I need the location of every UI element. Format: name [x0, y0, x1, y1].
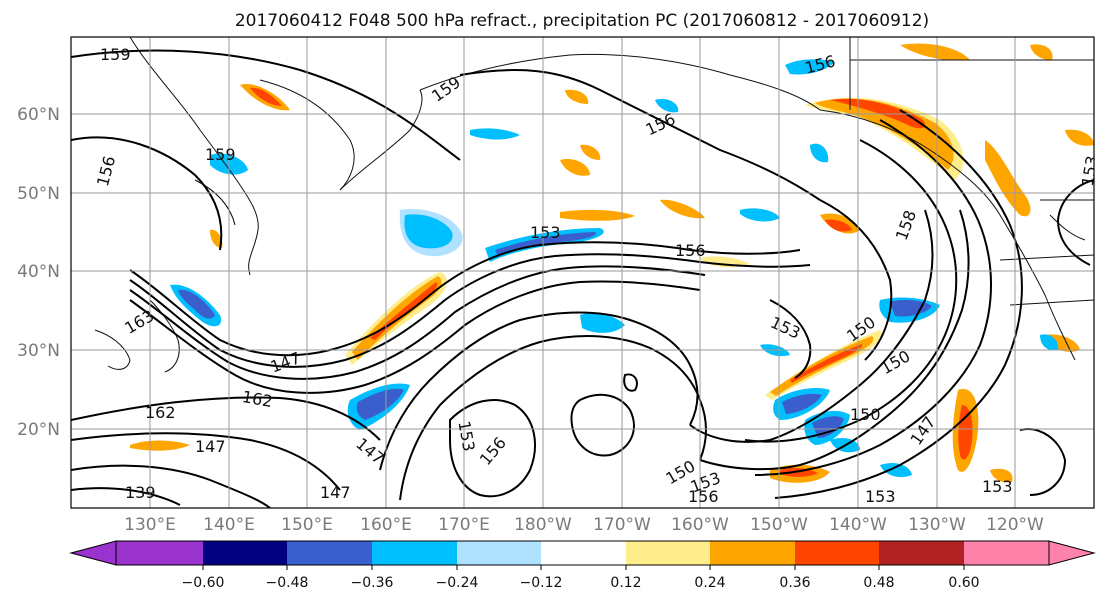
- lon-label: 150°E: [281, 515, 333, 535]
- colorbar-segment: [541, 541, 626, 565]
- lat-label: 30°N: [17, 341, 60, 361]
- contour-label: 153: [530, 223, 561, 242]
- lon-label: 120°W: [986, 515, 1044, 535]
- lon-label: 160°E: [360, 515, 412, 535]
- colorbar-segment: [457, 541, 541, 565]
- lat-label: 20°N: [17, 420, 60, 440]
- contour-label: 153: [865, 487, 896, 506]
- lon-label: 130°W: [908, 515, 966, 535]
- contour-label: 156: [675, 241, 706, 260]
- colorbar-segment: [116, 541, 203, 565]
- grid-lines: [71, 37, 1094, 508]
- lat-label: 50°N: [17, 184, 60, 204]
- lon-label: 150°W: [750, 515, 808, 535]
- contour-label: 162: [145, 403, 176, 422]
- colorbar-tick-label: −0.48: [266, 575, 309, 591]
- longitude-labels: 130°E 140°E 150°E 160°E 170°E 180°W 170°…: [124, 515, 1044, 535]
- colorbar-tick-label: −0.12: [520, 575, 563, 591]
- colorbar-frame: [115, 540, 1050, 566]
- latitude-labels: 60°N 50°N 40°N 30°N 20°N: [17, 105, 60, 440]
- map-area: 159 159 156 159 156 156 153 156 153 158 …: [71, 37, 1102, 508]
- colorbar-segment: [964, 541, 1049, 565]
- coastlines: [94, 37, 1094, 373]
- contour-label: 147: [320, 483, 351, 502]
- lon-label: 180°W: [514, 515, 572, 535]
- lon-label: 140°E: [203, 515, 255, 535]
- colorbar-min-extension: [69, 540, 117, 566]
- contour-label: 159: [100, 45, 131, 64]
- lon-label: 140°W: [829, 515, 887, 535]
- colorbar: −0.60 −0.48 −0.36 −0.24 −0.12 0.12 0.24 …: [69, 540, 1096, 591]
- colorbar-tick-label: 0.36: [779, 575, 810, 591]
- colorbar-segment: [710, 541, 795, 565]
- contour-label: 159: [205, 145, 236, 164]
- colorbar-tick-label: 0.24: [694, 575, 725, 591]
- contour-label: 147: [195, 437, 226, 456]
- colorbar-segment: [287, 541, 372, 565]
- lon-label: 170°E: [438, 515, 490, 535]
- map-frame: [70, 36, 1095, 509]
- map-title: 2017060412 F048 500 hPa refract., precip…: [235, 11, 929, 31]
- colorbar-segment: [795, 541, 879, 565]
- colorbar-tick-label: 0.12: [610, 575, 641, 591]
- colorbar-tick-label: −0.24: [436, 575, 479, 591]
- contour-label: 139: [125, 483, 156, 502]
- colorbar-segment: [372, 541, 457, 565]
- lon-label: 130°E: [124, 515, 176, 535]
- contour-label: 150: [850, 405, 881, 424]
- refractivity-contours: [71, 49, 1094, 508]
- colorbar-segment: [203, 541, 287, 565]
- colorbar-tick-label: −0.36: [351, 575, 394, 591]
- colorbar-segment: [879, 541, 964, 565]
- colorbar-tick-label: 0.48: [863, 575, 894, 591]
- contour-label: 153: [982, 477, 1013, 496]
- colorbar-tick-label: 0.60: [948, 575, 979, 591]
- lon-label: 170°W: [593, 515, 651, 535]
- lat-label: 40°N: [17, 262, 60, 282]
- precipitation-shading: [130, 43, 1094, 483]
- lat-label: 60°N: [17, 105, 60, 125]
- contour-label: 156: [688, 487, 719, 506]
- lon-label: 160°W: [671, 515, 729, 535]
- colorbar-tick-label: −0.60: [182, 575, 225, 591]
- colorbar-max-extension: [1048, 540, 1096, 566]
- colorbar-segment: [626, 541, 710, 565]
- contour-label: 153: [1078, 154, 1102, 187]
- colorbar-ticks: [202, 565, 965, 570]
